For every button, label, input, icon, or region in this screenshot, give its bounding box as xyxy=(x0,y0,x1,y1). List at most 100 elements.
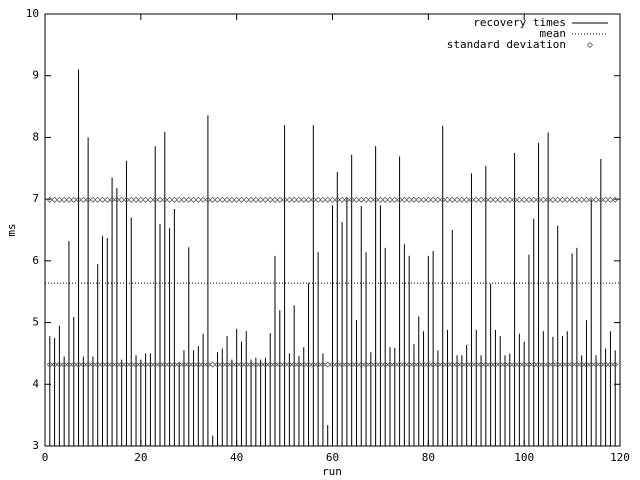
std-point xyxy=(89,196,96,203)
std-point xyxy=(372,361,379,368)
std-point xyxy=(200,196,207,203)
std-point xyxy=(473,196,480,203)
std-point xyxy=(564,361,571,368)
std-point xyxy=(516,196,523,203)
std-point xyxy=(104,196,111,203)
std-point xyxy=(569,196,576,203)
std-point xyxy=(257,196,264,203)
std-point xyxy=(549,361,556,368)
std-point xyxy=(224,196,231,203)
std-point xyxy=(549,196,556,203)
std-point xyxy=(276,361,283,368)
std-point xyxy=(334,196,341,203)
std-point xyxy=(554,361,561,368)
std-point xyxy=(214,196,221,203)
std-point xyxy=(492,196,499,203)
std-point xyxy=(477,361,485,368)
std-point xyxy=(348,361,355,368)
std-point xyxy=(99,196,106,203)
std-point xyxy=(525,361,533,368)
std-point xyxy=(118,196,125,203)
x-axis-label: run xyxy=(322,465,342,478)
std-point xyxy=(281,196,288,203)
std-point xyxy=(190,361,197,368)
x-tick-label: 20 xyxy=(134,451,147,464)
std-point xyxy=(468,196,475,203)
std-point xyxy=(310,196,317,203)
x-tick-label: 80 xyxy=(422,451,435,464)
std-point xyxy=(104,361,111,368)
std-point xyxy=(583,196,590,203)
std-point xyxy=(559,196,566,203)
x-tick-label: 60 xyxy=(326,451,339,464)
std-point xyxy=(487,361,494,368)
std-point xyxy=(569,361,576,368)
std-point xyxy=(271,361,279,368)
std-point xyxy=(109,196,116,203)
std-point xyxy=(425,196,432,203)
std-point xyxy=(449,196,456,203)
std-point xyxy=(410,361,418,368)
std-point xyxy=(343,196,350,203)
std-point xyxy=(70,361,77,368)
std-point xyxy=(315,361,322,368)
std-point xyxy=(94,196,101,203)
std-point xyxy=(80,196,87,203)
std-point xyxy=(132,196,140,203)
std-point xyxy=(540,196,547,203)
std-point xyxy=(583,361,590,368)
std-point xyxy=(109,361,116,368)
std-point xyxy=(247,361,255,368)
std-point xyxy=(401,361,408,368)
std-point xyxy=(578,361,585,368)
std-point xyxy=(439,196,446,203)
std-point xyxy=(492,361,499,368)
std-point xyxy=(444,196,451,203)
std-point xyxy=(463,196,470,203)
std-point xyxy=(530,361,537,368)
std-point xyxy=(267,196,274,203)
std-point xyxy=(113,361,120,368)
std-point xyxy=(152,196,159,203)
std-point xyxy=(286,361,293,368)
std-point xyxy=(132,361,140,368)
std-point xyxy=(243,196,250,203)
std-point xyxy=(353,361,360,368)
legend-sample xyxy=(586,41,594,49)
std-point xyxy=(51,196,58,203)
x-tick-label: 120 xyxy=(610,451,630,464)
std-point xyxy=(65,196,73,203)
std-point xyxy=(444,361,451,368)
y-tick-label: 5 xyxy=(32,316,39,329)
std-point xyxy=(262,196,269,203)
std-point xyxy=(391,361,398,368)
std-point xyxy=(75,361,82,368)
std-point xyxy=(612,196,619,203)
std-point xyxy=(257,361,264,368)
std-point xyxy=(468,361,475,368)
std-point xyxy=(396,361,403,368)
std-point xyxy=(305,196,312,203)
std-point xyxy=(166,361,173,368)
std-point xyxy=(219,196,226,203)
std-point xyxy=(501,361,509,368)
std-point xyxy=(588,361,595,368)
std-point xyxy=(123,196,130,203)
std-point xyxy=(137,196,144,203)
std-point xyxy=(238,196,245,203)
std-point xyxy=(420,196,427,203)
std-point xyxy=(449,361,456,368)
legend-label: standard deviation xyxy=(447,38,566,51)
y-tick-label: 8 xyxy=(32,130,39,143)
y-tick-label: 3 xyxy=(32,439,39,452)
std-point xyxy=(295,361,303,368)
std-point xyxy=(80,361,87,368)
y-axis-label: ms xyxy=(5,223,18,236)
std-point xyxy=(425,361,432,368)
std-point xyxy=(252,361,259,368)
std-point xyxy=(61,196,68,203)
std-point xyxy=(521,196,528,203)
std-point xyxy=(386,196,394,203)
std-point xyxy=(137,361,144,368)
